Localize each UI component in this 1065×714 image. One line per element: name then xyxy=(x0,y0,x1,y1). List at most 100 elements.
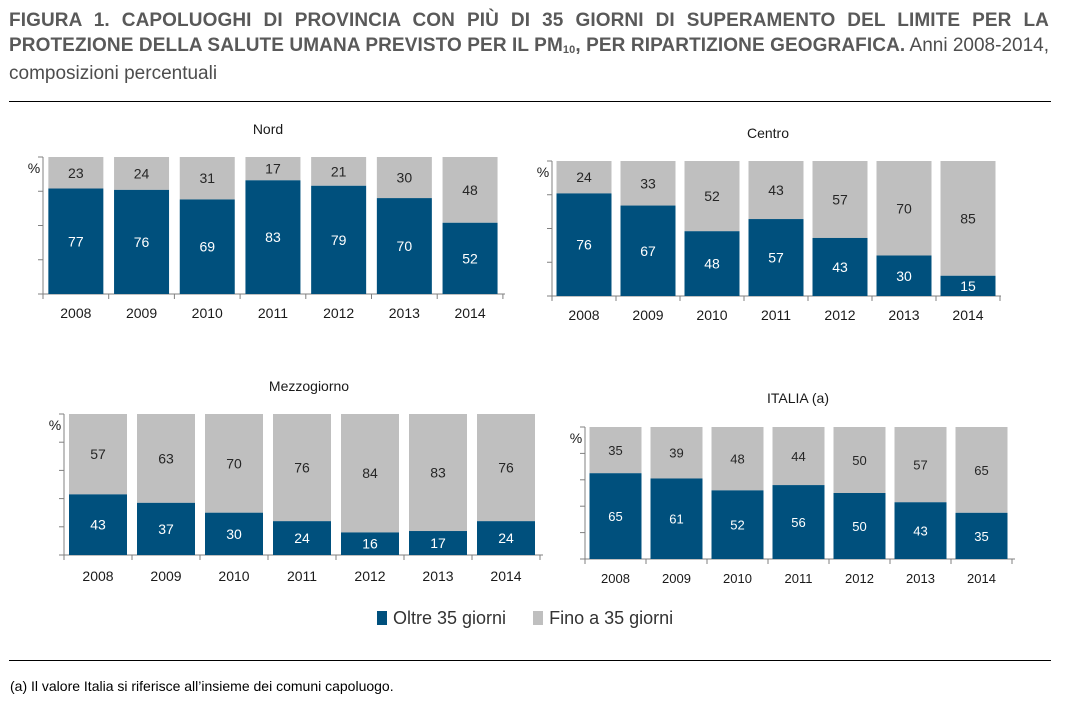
panel-title: ITALIA (a) xyxy=(767,390,829,406)
title-normal-part: Anni 2008-2014, composizioni percentuali xyxy=(9,35,1050,84)
data-label-fino-2010: 52 xyxy=(704,188,720,204)
x-tick-label-2008: 2008 xyxy=(601,571,630,586)
x-tick-label-2009: 2009 xyxy=(150,568,181,584)
x-tick-label-2009: 2009 xyxy=(632,307,663,323)
data-label-fino-2009: 39 xyxy=(669,446,683,461)
bar-oltre-2010 xyxy=(684,231,740,296)
y-axis-label: % xyxy=(570,430,582,446)
bar-oltre-2012 xyxy=(341,532,399,555)
panel-title: Mezzogiorno xyxy=(269,378,349,394)
figure-title: FIGURA 1. CAPOLUOGHI DI PROVINCIA CON PI… xyxy=(9,8,1049,86)
x-tick-label-2013: 2013 xyxy=(389,305,420,321)
bar-oltre-2011 xyxy=(748,219,804,296)
data-label-oltre-2011: 83 xyxy=(265,229,281,245)
data-label-oltre-2009: 61 xyxy=(669,512,683,527)
bar-oltre-2013 xyxy=(894,502,947,559)
data-label-fino-2013: 57 xyxy=(913,458,927,473)
data-label-fino-2011: 17 xyxy=(265,161,281,177)
data-label-fino-2014: 85 xyxy=(960,210,976,226)
bar-oltre-2008 xyxy=(589,473,642,559)
bar-fino-2010 xyxy=(179,157,235,200)
x-tick-label-2010: 2010 xyxy=(192,305,223,321)
x-tick-label-2014: 2014 xyxy=(490,568,521,584)
bar-fino-2014 xyxy=(940,161,996,276)
bar-fino-2010 xyxy=(205,414,263,513)
data-label-oltre-2013: 43 xyxy=(913,524,927,539)
legend-item-oltre: Oltre 35 giorni xyxy=(377,608,506,629)
x-tick-label-2011: 2011 xyxy=(258,305,288,321)
bar-oltre-2010 xyxy=(179,199,235,294)
legend-swatch-oltre xyxy=(377,611,387,625)
bar-fino-2011 xyxy=(273,414,331,522)
top-rule xyxy=(9,101,1051,102)
data-label-fino-2012: 50 xyxy=(852,453,866,468)
bar-oltre-2009 xyxy=(620,205,676,296)
data-label-oltre-2012: 43 xyxy=(832,259,848,275)
data-label-fino-2011: 43 xyxy=(768,182,784,198)
data-label-oltre-2013: 30 xyxy=(896,268,912,284)
data-label-oltre-2008: 77 xyxy=(68,233,84,249)
data-label-oltre-2008: 76 xyxy=(576,237,592,253)
data-label-fino-2012: 57 xyxy=(832,191,848,207)
data-label-fino-2013: 83 xyxy=(430,465,446,481)
title-subscript: 10 xyxy=(562,44,576,56)
x-tick-label-2013: 2013 xyxy=(422,568,453,584)
bar-oltre-2014 xyxy=(955,512,1008,559)
data-label-fino-2010: 70 xyxy=(226,455,242,471)
data-label-oltre-2012: 50 xyxy=(852,519,866,534)
bar-fino-2013 xyxy=(876,161,932,256)
bar-oltre-2014 xyxy=(477,521,535,555)
data-label-oltre-2014: 15 xyxy=(960,278,976,294)
x-tick-label-2010: 2010 xyxy=(218,568,249,584)
chart-panel-2: Centro% 24 76 2008 33 67 2009 52 48 2010 43 57 2011 5… xyxy=(537,125,1001,323)
data-label-fino-2008: 35 xyxy=(608,443,622,458)
legend-swatch-fino xyxy=(533,611,544,625)
data-label-fino-2012: 84 xyxy=(362,465,378,481)
x-tick-label-2011: 2011 xyxy=(761,307,791,323)
data-label-fino-2014: 48 xyxy=(462,182,478,198)
bar-fino-2011 xyxy=(772,427,825,486)
data-label-fino-2012: 21 xyxy=(331,163,347,179)
y-axis-label: % xyxy=(28,160,40,176)
bar-fino-2012 xyxy=(341,414,399,533)
bar-oltre-2014 xyxy=(940,275,996,296)
data-label-oltre-2010: 30 xyxy=(226,526,242,542)
bar-oltre-2010 xyxy=(711,490,764,559)
data-label-fino-2010: 48 xyxy=(730,452,744,467)
data-label-oltre-2012: 79 xyxy=(331,232,347,248)
data-label-oltre-2010: 52 xyxy=(730,518,744,533)
chart-panel-3: Mezzogiorno% 57 43 2008 63 37 2009 70 30 2010 76 24… xyxy=(49,378,543,584)
bar-fino-2013 xyxy=(376,157,432,199)
data-label-fino-2010: 31 xyxy=(199,170,215,186)
bar-oltre-2008 xyxy=(69,494,127,555)
bar-fino-2014 xyxy=(955,427,1008,513)
bar-fino-2008 xyxy=(556,161,612,194)
bar-fino-2014 xyxy=(442,157,498,223)
chart-panel-1: Nord% 23 77 2008 24 76 2009 31 69 2010 17 83 2011 21 7… xyxy=(28,121,505,321)
bar-oltre-2008 xyxy=(48,188,104,294)
data-label-oltre-2010: 48 xyxy=(704,256,720,272)
bar-fino-2009 xyxy=(650,427,703,479)
bar-fino-2011 xyxy=(748,161,804,220)
bar-fino-2013 xyxy=(894,427,947,503)
x-tick-label-2014: 2014 xyxy=(952,307,983,323)
data-label-oltre-2013: 17 xyxy=(430,535,446,551)
title-bold-part1: FIGURA 1. CAPOLUOGHI DI PROVINCIA CON PI… xyxy=(9,10,1049,56)
bar-fino-2010 xyxy=(684,161,740,232)
data-label-fino-2014: 76 xyxy=(498,460,514,476)
data-label-fino-2009: 24 xyxy=(134,165,150,181)
bar-fino-2010 xyxy=(711,427,764,491)
bar-fino-2014 xyxy=(477,414,535,522)
y-axis-label: % xyxy=(49,417,61,433)
bar-oltre-2008 xyxy=(556,193,612,296)
legend-item-fino: Fino a 35 giorni xyxy=(533,608,673,629)
bar-oltre-2013 xyxy=(409,531,467,555)
legend-label-fino: Fino a 35 giorni xyxy=(549,608,674,628)
data-label-oltre-2009: 67 xyxy=(640,243,656,259)
title-bold-part2: , PER RIPARTIZIONE GEOGRAFICA. xyxy=(575,35,906,56)
x-tick-label-2009: 2009 xyxy=(662,571,691,586)
x-tick-label-2008: 2008 xyxy=(82,568,113,584)
bar-fino-2012 xyxy=(812,161,868,238)
data-label-fino-2011: 76 xyxy=(294,460,310,476)
